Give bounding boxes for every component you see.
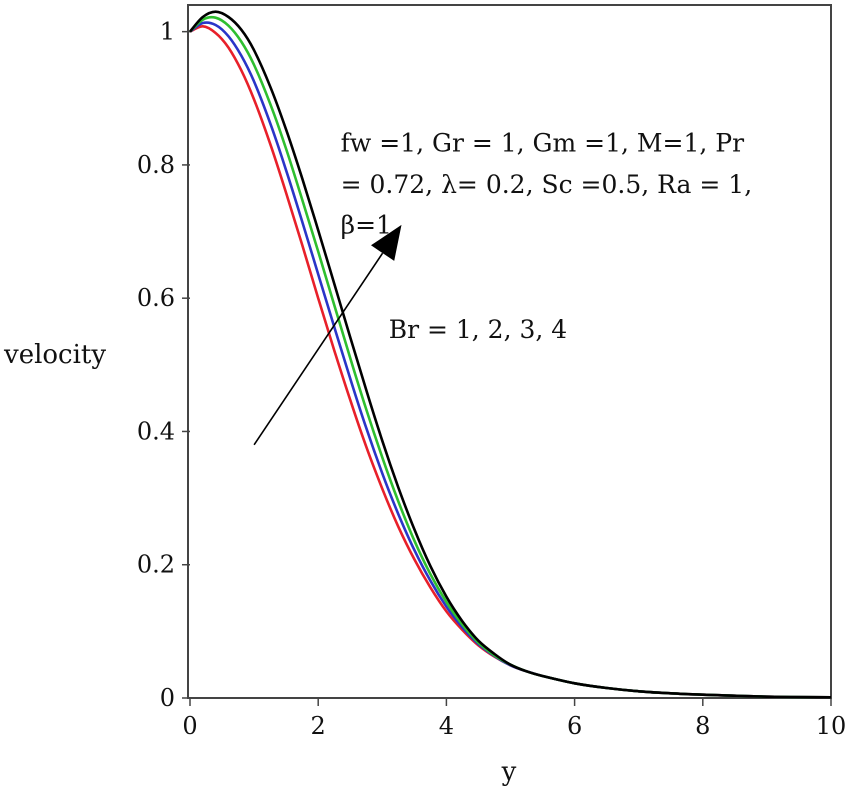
annotation-2: = 0.72, λ= 0.2, Sc =0.5, Ra = 1, — [341, 170, 753, 199]
y-tick-label: 1 — [160, 18, 175, 46]
y-tick-label: 0.4 — [137, 417, 175, 445]
x-tick-label: 2 — [311, 712, 326, 740]
arrow-head — [371, 224, 402, 261]
annotation-1: fw =1, Gr = 1, Gm =1, M=1, Pr — [341, 129, 744, 158]
y-tick-label: 0.8 — [137, 151, 175, 179]
series-line-2 — [189, 21, 832, 699]
annotation-3: β=1 — [341, 211, 392, 240]
x-tick-label: 8 — [695, 712, 710, 740]
series-line-3 — [189, 15, 832, 699]
arrow-shaft — [253, 252, 384, 446]
plot-frame — [187, 4, 832, 699]
series-lines — [188, 10, 832, 699]
x-tick-label: 10 — [816, 712, 847, 740]
y-tick-label: 0.6 — [137, 284, 175, 312]
axis-ticks — [182, 30, 832, 706]
y-tick-label: 0.2 — [137, 551, 175, 579]
annotations: fw =1, Gr = 1, Gm =1, M=1, Pr = 0.72, λ= … — [253, 129, 753, 446]
y-axis-label: velocity — [3, 340, 106, 370]
series-line-4 — [188, 10, 832, 699]
x-tick-label: 0 — [182, 712, 197, 740]
y-tick-label: 0 — [160, 684, 175, 712]
x-tick-label: 4 — [439, 712, 454, 740]
x-tick-label: 6 — [567, 712, 582, 740]
axis-tick-labels: 0 2 4 6 8 10 0 0.2 0.4 0.6 0.8 1 — [137, 18, 846, 740]
annotation-4: Br = 1, 2, 3, 4 — [389, 315, 567, 344]
x-axis-label: y — [501, 757, 517, 787]
